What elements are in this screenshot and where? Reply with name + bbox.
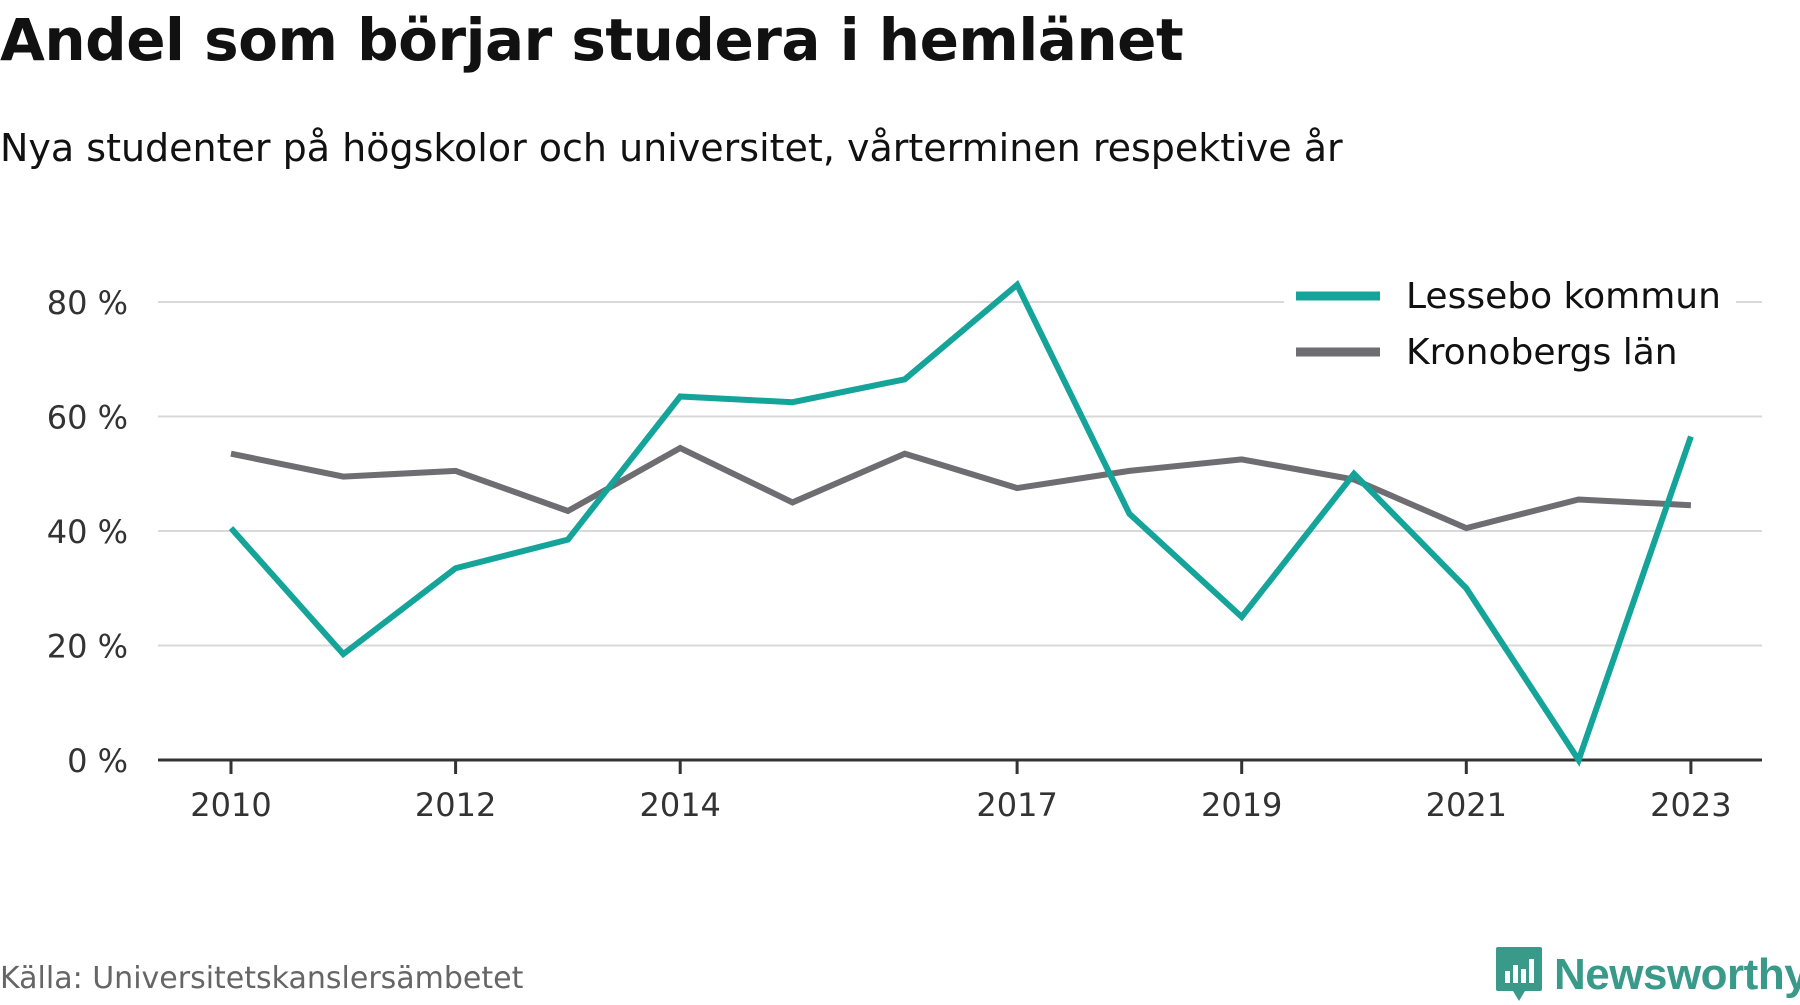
x-tick-label: 2019 (1201, 786, 1282, 824)
y-axis-tick-labels: 0 % 20 % 40 % 60 % 80 % (47, 284, 128, 780)
x-tick-label: 2017 (976, 786, 1057, 824)
newsworthy-brand[interactable]: Newsworthy (1494, 945, 1800, 1005)
legend-background (1284, 268, 1736, 382)
legend: Lessebo kommun Kronobergs län (1284, 268, 1736, 382)
y-tick-label: 80 % (47, 284, 128, 322)
y-tick-label: 0 % (67, 742, 128, 780)
newsworthy-logo-icon (1496, 947, 1542, 1001)
y-tick-label: 60 % (47, 399, 128, 437)
legend-label: Lessebo kommun (1406, 276, 1721, 317)
y-tick-label: 40 % (47, 513, 128, 551)
chart-subtitle: Nya studenter på högskolor och universit… (0, 126, 1343, 170)
y-tick-label: 20 % (47, 628, 128, 666)
series-lines (228, 280, 1694, 767)
series-line-lessebo-kommun (228, 280, 1694, 767)
x-axis: 2010 2012 2014 2017 2019 2021 2023 (158, 758, 1762, 824)
chart-title: Andel som börjar studera i hemlänet (0, 6, 1184, 74)
x-tick-label: 2023 (1650, 786, 1731, 824)
brand-name: Newsworthy (1554, 950, 1800, 999)
x-tick-label: 2021 (1426, 786, 1507, 824)
source-note: Källa: Universitetskanslersämbetet (0, 961, 524, 996)
x-tick-label: 2014 (639, 786, 720, 824)
x-tick-label: 2010 (190, 786, 271, 824)
x-tick-label: 2012 (415, 786, 496, 824)
series-line-kronobergs-l-n (230, 444, 1692, 532)
legend-label: Kronobergs län (1406, 332, 1678, 373)
